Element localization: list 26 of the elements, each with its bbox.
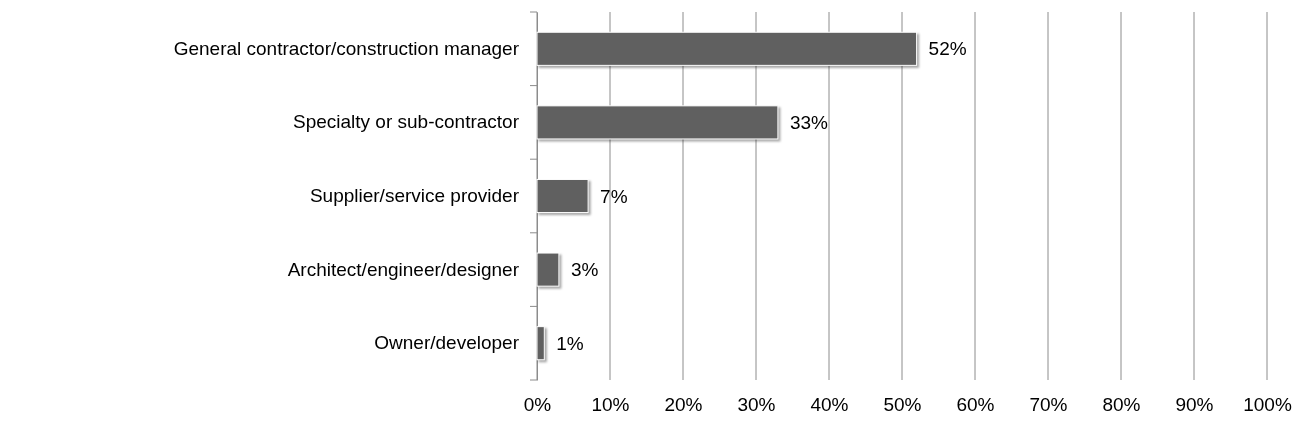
x-tick-label: 60% <box>956 394 995 416</box>
bar <box>536 105 779 140</box>
x-tick-label: 20% <box>664 394 703 416</box>
bar <box>536 252 560 287</box>
x-tick-label: 10% <box>591 394 630 416</box>
data-label: 52% <box>928 38 967 60</box>
y-tick-label: Architect/engineer/designer <box>287 258 520 280</box>
x-tick-label: 90% <box>1175 394 1214 416</box>
x-tick-label: 100% <box>1243 394 1292 416</box>
bar <box>536 31 918 66</box>
x-tick-label: 70% <box>1029 394 1068 416</box>
bar <box>536 178 589 214</box>
data-label: 33% <box>789 112 829 134</box>
y-tick-label: Supplier/service provider <box>309 185 520 207</box>
x-tick-label: 40% <box>810 394 849 416</box>
y-tick-label: General contractor/construction manager <box>173 37 520 59</box>
y-tick-label: Owner/developer <box>374 332 520 354</box>
x-tick-label: 0% <box>523 394 552 416</box>
x-tick-label: 50% <box>883 394 922 416</box>
data-label: 3% <box>570 259 599 281</box>
y-tick-label: Specialty or sub-contractor <box>293 111 520 133</box>
data-label: 7% <box>600 185 628 207</box>
x-tick-label: 80% <box>1102 394 1141 416</box>
data-label: 1% <box>556 332 584 354</box>
x-tick-label: 30% <box>737 394 776 416</box>
bar <box>536 326 545 361</box>
